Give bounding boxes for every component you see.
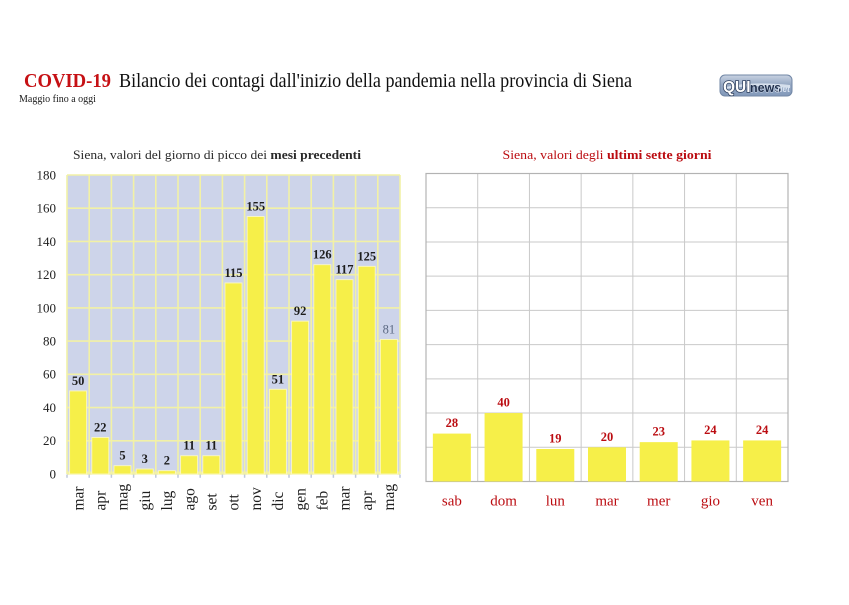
svg-text:24: 24 xyxy=(756,423,769,437)
svg-text:lug: lug xyxy=(159,490,176,510)
svg-text:23: 23 xyxy=(652,425,665,439)
svg-text:160: 160 xyxy=(37,201,57,216)
svg-text:COVID-19: COVID-19 xyxy=(24,71,111,92)
svg-text:Siena, valori degli ultimi set: Siena, valori degli ultimi sette giorni xyxy=(503,147,712,162)
svg-text:180: 180 xyxy=(37,167,57,182)
svg-text:81: 81 xyxy=(383,322,396,336)
svg-text:117: 117 xyxy=(335,263,353,277)
svg-text:0: 0 xyxy=(50,466,57,481)
svg-text:apr: apr xyxy=(93,490,110,511)
svg-text:120: 120 xyxy=(37,267,57,282)
svg-text:92: 92 xyxy=(294,304,307,318)
svg-text:ago: ago xyxy=(181,488,198,511)
svg-text:mar: mar xyxy=(337,486,354,511)
svg-text:20: 20 xyxy=(43,433,56,448)
svg-text:giu: giu xyxy=(137,490,154,510)
svg-text:mag: mag xyxy=(115,484,132,511)
svg-text:.net: .net xyxy=(775,83,790,95)
svg-text:gen: gen xyxy=(292,488,309,511)
svg-text:60: 60 xyxy=(43,367,56,382)
svg-text:nov: nov xyxy=(248,487,265,511)
svg-text:ott: ott xyxy=(226,493,243,510)
svg-text:19: 19 xyxy=(549,431,562,445)
svg-text:28: 28 xyxy=(446,416,459,430)
svg-text:news: news xyxy=(750,81,781,95)
svg-text:22: 22 xyxy=(94,420,107,434)
svg-text:mer: mer xyxy=(647,494,670,510)
svg-text:20: 20 xyxy=(601,430,614,444)
svg-text:155: 155 xyxy=(246,200,265,214)
svg-text:ven: ven xyxy=(751,494,773,510)
svg-text:Bilancio dei contagi dall'iniz: Bilancio dei contagi dall'inizio della p… xyxy=(119,71,632,92)
svg-text:Siena, valori del giorno di pi: Siena, valori del giorno di picco dei me… xyxy=(73,147,361,162)
svg-text:50: 50 xyxy=(72,374,85,388)
svg-text:lun: lun xyxy=(546,494,566,510)
svg-text:51: 51 xyxy=(272,372,285,386)
svg-text:40: 40 xyxy=(497,396,510,410)
svg-text:11: 11 xyxy=(205,439,217,453)
svg-text:24: 24 xyxy=(704,423,717,437)
svg-text:mar: mar xyxy=(70,486,87,511)
svg-text:115: 115 xyxy=(224,266,242,280)
svg-text:gio: gio xyxy=(701,494,720,510)
svg-text:Maggio fino a oggi: Maggio fino a oggi xyxy=(19,94,96,105)
svg-text:feb: feb xyxy=(315,490,332,510)
svg-text:sab: sab xyxy=(442,494,462,510)
svg-text:140: 140 xyxy=(37,234,57,249)
svg-text:apr: apr xyxy=(359,490,376,511)
svg-text:5: 5 xyxy=(119,449,125,463)
svg-text:11: 11 xyxy=(183,439,195,453)
svg-text:mar: mar xyxy=(595,494,618,510)
svg-text:40: 40 xyxy=(43,400,56,415)
svg-text:mag: mag xyxy=(381,484,398,511)
svg-text:dic: dic xyxy=(270,491,287,510)
svg-text:QUI: QUI xyxy=(723,79,751,96)
svg-text:126: 126 xyxy=(313,248,332,262)
svg-text:80: 80 xyxy=(43,334,56,349)
svg-text:3: 3 xyxy=(142,452,148,466)
svg-text:set: set xyxy=(204,493,221,511)
svg-text:2: 2 xyxy=(164,454,170,468)
svg-text:100: 100 xyxy=(37,300,57,315)
svg-text:dom: dom xyxy=(490,494,517,510)
svg-text:125: 125 xyxy=(357,249,376,263)
